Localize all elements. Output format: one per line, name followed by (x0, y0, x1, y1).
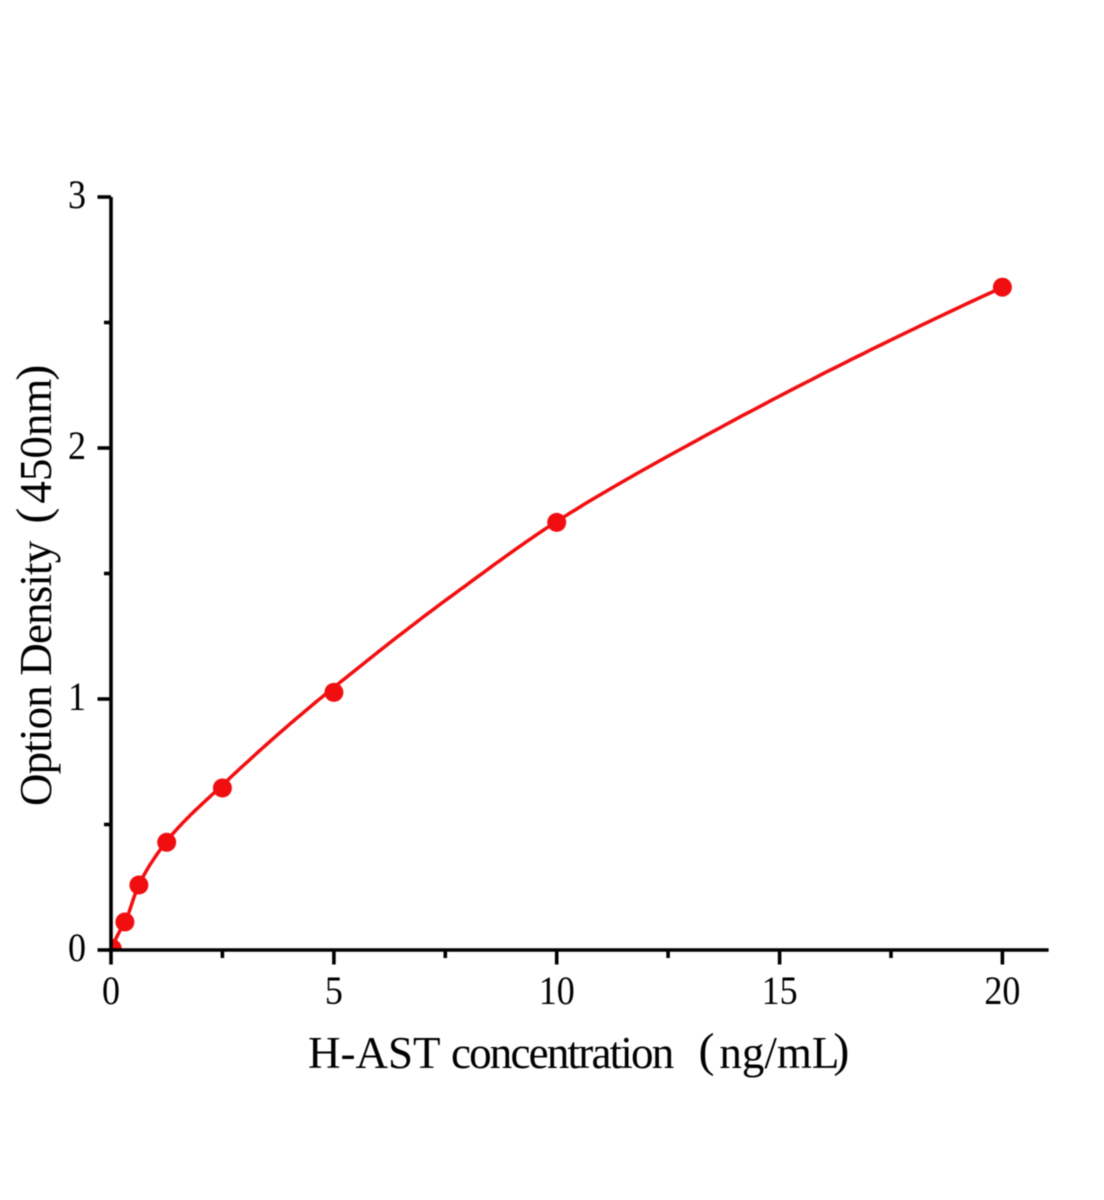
svg-text:0: 0 (68, 926, 86, 970)
svg-text:20: 20 (984, 969, 1020, 1013)
svg-text:1: 1 (68, 675, 86, 719)
svg-text:0: 0 (102, 969, 120, 1013)
svg-text:2: 2 (68, 424, 86, 468)
svg-text:15: 15 (762, 969, 798, 1013)
svg-text:5: 5 (325, 969, 343, 1013)
svg-text:Option Density(450nm): Option Density(450nm) (7, 365, 61, 806)
svg-text:3: 3 (68, 173, 86, 217)
svg-text:10: 10 (539, 969, 575, 1013)
svg-text:H-AST concentration(ng/mL): H-AST concentration(ng/mL) (308, 1024, 849, 1078)
